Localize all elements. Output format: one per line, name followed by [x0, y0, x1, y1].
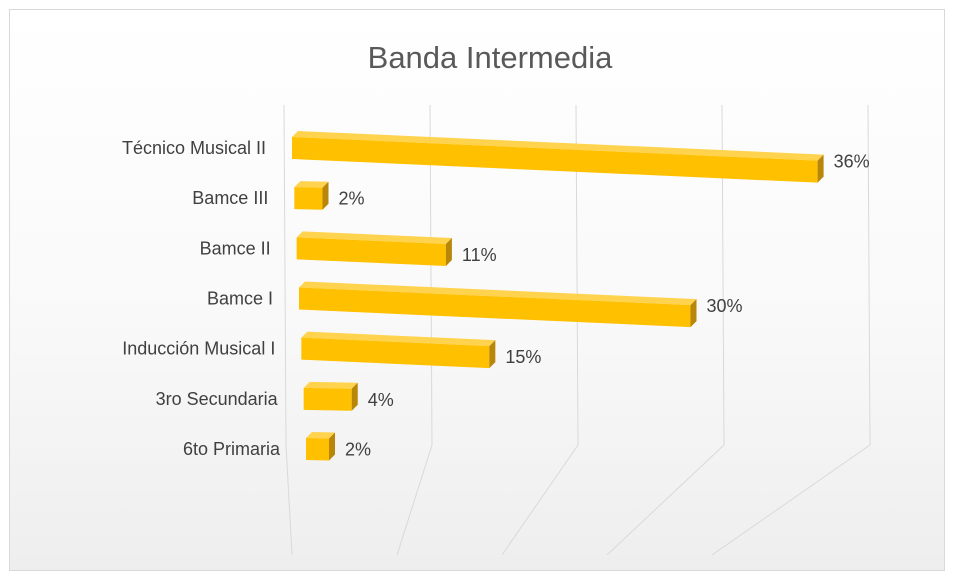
- bar-1: [294, 181, 329, 210]
- bars: [292, 131, 824, 461]
- bar-front-face: [294, 187, 323, 210]
- grid-lines: [283, 104, 871, 556]
- data-label: 15%: [505, 347, 541, 367]
- data-label: 2%: [339, 189, 365, 209]
- bar-front-face: [301, 337, 490, 369]
- category-label: Bamce I: [207, 289, 273, 309]
- bar-side-face: [690, 299, 697, 328]
- bar-4: [301, 331, 496, 369]
- bar-top-face: [303, 381, 358, 389]
- category-label: 3ro Secundaria: [156, 389, 279, 409]
- bar-top-face: [292, 131, 824, 161]
- category-label: Bamce II: [200, 238, 271, 258]
- gridline-20: [501, 104, 579, 556]
- bar-side-face: [351, 382, 358, 411]
- category-labels: Técnico Musical II Bamce III Bamce II Bamce…: [122, 138, 281, 459]
- category-label: Bamce III: [192, 188, 268, 208]
- data-label: 4%: [368, 390, 394, 410]
- data-label: 30%: [707, 296, 743, 316]
- bar-side-face: [817, 154, 824, 183]
- category-label: Técnico Musical II: [122, 138, 266, 158]
- bar-front-face: [303, 387, 352, 411]
- category-label: Inducción Musical I: [122, 339, 275, 359]
- bar-5: [303, 381, 358, 411]
- gridline-10: [396, 104, 433, 556]
- bar-side-face: [489, 340, 496, 369]
- bar-front-face: [296, 237, 446, 267]
- bar-front-face: [306, 438, 329, 461]
- data-labels: 36% 2% 11% 30% 15% 4% 2%: [339, 152, 870, 460]
- gridline-40: [711, 104, 871, 556]
- bar-top-face: [301, 331, 496, 347]
- category-label: 6to Primaria: [183, 439, 281, 459]
- bar-3: [299, 281, 697, 328]
- bar-side-face: [445, 238, 452, 267]
- bar-front-face: [299, 287, 691, 328]
- bar-side-face: [322, 181, 329, 210]
- bar-2: [296, 231, 452, 267]
- bar-top-face: [299, 281, 697, 306]
- gridline-30: [606, 104, 725, 556]
- data-label: 36%: [834, 152, 870, 172]
- bar-side-face: [329, 432, 335, 461]
- gridline-0: [283, 104, 293, 556]
- data-label: 11%: [462, 245, 497, 265]
- bar-top-face: [296, 231, 452, 245]
- bar-6: [306, 432, 335, 461]
- chart-title: Banda Intermedia: [368, 40, 613, 75]
- bar-0: [292, 131, 824, 183]
- data-label: 2%: [345, 439, 371, 459]
- bar-top-face: [294, 181, 329, 188]
- bar-front-face: [292, 137, 818, 183]
- bar-top-face: [306, 432, 335, 439]
